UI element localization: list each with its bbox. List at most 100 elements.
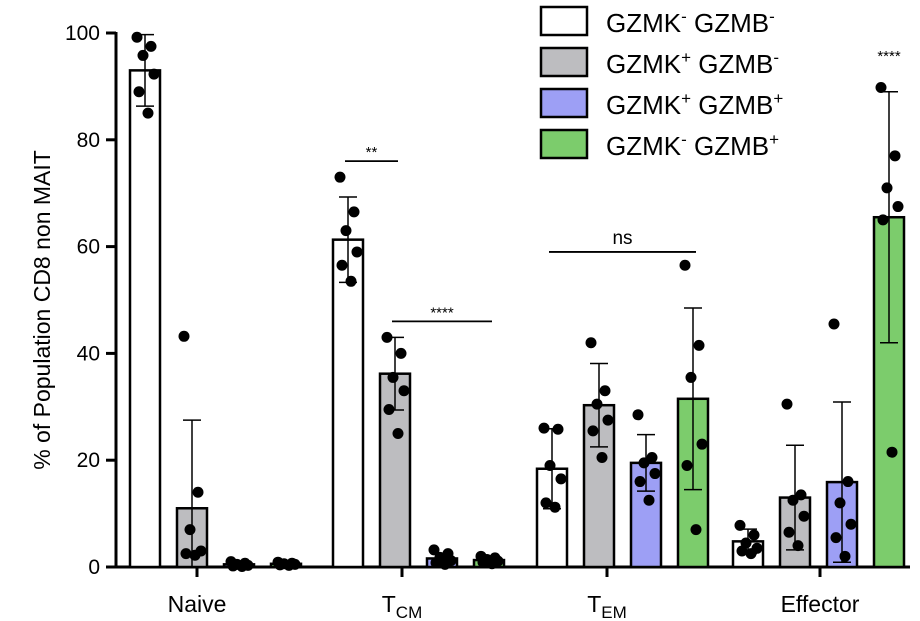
y-axis: 0 20 40 60 80 100 [65,22,118,579]
data-point [540,497,552,509]
legend-label-sign: - [681,7,687,26]
data-point [398,385,410,397]
y-tick-label: 60 [77,236,100,259]
y-tick-label: 20 [77,449,100,472]
data-point [886,446,898,458]
legend-swatch [539,87,589,119]
x-tick-label-main: Effector [781,591,860,617]
legend-label-gene: GZMK [606,49,682,79]
data-point [839,550,851,562]
data-point [148,68,160,80]
data-point [477,556,489,568]
data-point [180,548,192,560]
x-tick-label: Naive [168,591,227,617]
legend-swatch [539,128,589,160]
data-point [387,371,399,383]
data-point [643,494,655,506]
legend-label: GZMK+ GZMB- [606,48,779,79]
data-point [685,371,697,383]
y-axis-title: % of Population CD8 non MAIT [29,150,55,470]
legend-label-gene: GZMK [606,8,682,38]
y-tick-label: 80 [77,129,100,152]
data-point [587,425,599,437]
legend-label-gene: GZMB [691,49,773,79]
data-point [828,318,840,330]
error-bars [136,33,898,567]
x-tick-label: TCM [382,591,423,621]
y-tick-label: 40 [77,342,100,365]
data-point [877,214,889,226]
data-point [133,86,145,98]
data-point [734,519,746,531]
data-point [348,206,360,218]
significance-label: ** [366,144,378,161]
y-tick-label: 0 [88,556,100,579]
x-axis: Naive TCM TEM Effector [115,565,910,621]
data-point [634,476,646,488]
bar [331,238,365,569]
significance-annotations: ******ns**** [345,48,901,323]
data-point [428,544,440,556]
data-point [681,460,693,472]
x-tick-label-main: T [587,591,601,617]
data-point [795,489,807,501]
legend-label-sign: - [773,48,779,67]
data-point [599,385,611,397]
data-point [830,532,842,544]
legend-label-sign: - [681,130,687,149]
data-point [178,330,190,342]
data-point [192,486,204,498]
significance-label: **** [877,48,901,65]
data-point [632,409,644,421]
data-point [892,201,904,213]
data-point [549,501,561,513]
legend-label-sign: + [773,89,783,108]
data-point [842,476,854,488]
data-point [646,452,658,464]
data-point [881,182,893,194]
data-point [679,259,691,271]
bars [128,69,906,569]
data-point [345,275,357,287]
data-point [142,107,154,119]
x-tick-label: Effector [781,591,860,617]
legend-label-gene: GZMK [606,90,682,120]
legend-label-gene: GZMB [687,8,769,38]
legend-label-gene: GZMK [606,131,682,161]
data-point [189,549,201,561]
data-point [340,225,352,237]
data-point [783,526,795,538]
y-tick-label: 100 [65,22,100,45]
bar [128,69,162,569]
x-tick-label-main: Naive [168,591,227,617]
data-point [638,457,650,469]
data-point [696,438,708,450]
data-point [351,246,363,258]
x-tick-label: TEM [587,591,627,621]
data-point [585,337,597,349]
significance-label: ns [612,228,632,249]
legend-label: GZMK- GZMB- [606,7,775,38]
data-point [392,428,404,439]
x-tick-label-subscript: CM [396,603,422,621]
legend-label-gene: GZMB [691,90,773,120]
legend-label: GZMK+ GZMB+ [606,89,783,120]
data-point [787,494,799,506]
significance-label: **** [430,304,454,321]
data-point [798,510,810,522]
legend: GZMK- GZMB-GZMK+ GZMB-GZMK+ GZMB+GZMK- G… [539,5,783,161]
data-point [184,524,196,536]
legend-label-sign: + [769,130,779,149]
legend-label: GZMK- GZMB+ [606,130,779,161]
legend-label-sign: + [681,89,691,108]
x-tick-label-subscript: EM [601,603,627,621]
data-point [544,460,556,472]
legend-label-sign: + [681,48,691,67]
data-point [748,529,760,541]
data-point [137,49,149,61]
data-point [591,398,603,410]
data-point [693,339,705,351]
data-points [131,31,904,572]
data-point [834,497,846,509]
